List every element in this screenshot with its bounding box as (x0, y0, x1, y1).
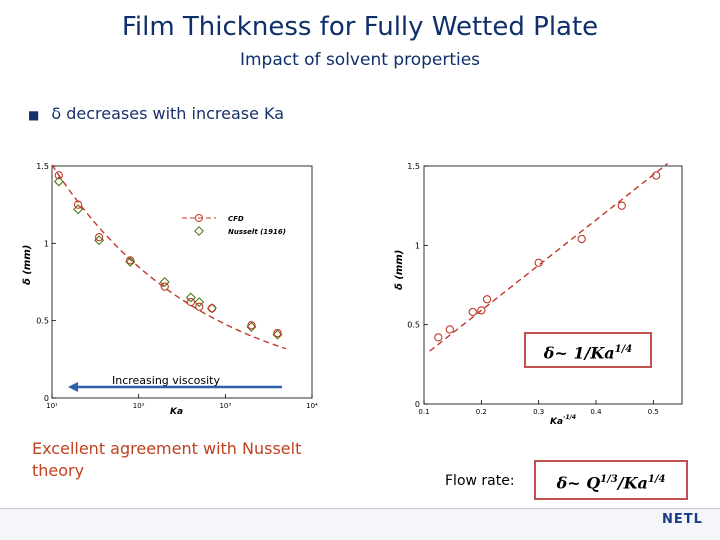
slide-title: Film Thickness for Fully Wetted Plate (121, 12, 599, 42)
legend-label-cfd: CFD (228, 215, 244, 223)
equation-ka-scaling: δ~ 1/Ka1/4 (524, 332, 652, 368)
slide-subtitle: Impact of solvent properties (239, 50, 481, 70)
fit-line (429, 162, 669, 352)
agreement-text: Excellent agreement with Nusselt theory (32, 439, 302, 480)
cfd-point (207, 304, 217, 313)
x-tick-label: 10⁴ (306, 402, 318, 410)
footer-divider (0, 508, 720, 509)
chart-thickness-vs-ka-power: 0 0.5 1 1.5 0.1 0.2 0.3 0.4 0.5 δ (mm) Ka-1/4 (394, 162, 683, 427)
cfd-point (445, 325, 454, 334)
chart-ka-vs-thickness: 0 0.5 1 1.5 10¹ 10² 10³ 10⁴ CFD Nusselt (1916)… (22, 162, 318, 417)
x-tick-label: 10¹ (46, 402, 58, 410)
cfd-point (54, 171, 64, 180)
bullet-point: ■ δ decreases with increase Ka (28, 104, 284, 123)
equation-flow-rate-scaling: δ~ Q1/3/Ka1/4 (534, 460, 688, 500)
x-tick-label: 0.2 (476, 408, 487, 416)
y-tick-label: 1 (415, 241, 420, 250)
cfd-point (617, 201, 626, 210)
cfd-point (468, 307, 477, 317)
x-tick-label: 0.1 (418, 408, 429, 416)
netl-logo: NETL (662, 512, 703, 527)
cfd-point (577, 234, 586, 244)
cfd-point (95, 232, 104, 242)
y-tick-label: 1 (44, 239, 49, 248)
x-tick-label: 0.5 (648, 408, 659, 416)
bullet-text: δ decreases with increase Ka (51, 104, 285, 123)
x-axis-label: Ka-1/4 (550, 414, 576, 427)
footer (0, 509, 720, 540)
nusselt-point (272, 329, 283, 340)
plot-frame (423, 165, 683, 405)
arrow-head-icon (68, 382, 78, 392)
y-tick-label: 0 (415, 400, 420, 409)
y-tick-label: 1.5 (407, 162, 420, 171)
y-tick-label: 0.5 (36, 317, 49, 326)
cfd-point (126, 256, 135, 265)
cfd-point (73, 200, 83, 209)
plot-frame (51, 165, 313, 399)
x-tick-label: 10² (133, 402, 145, 410)
cfd-point (482, 295, 492, 304)
fit-curve (51, 164, 287, 350)
cfd-point (534, 258, 543, 267)
y-tick-label: 1.5 (36, 162, 49, 171)
y-axis-label: δ (mm) (22, 245, 33, 285)
arrow-label: Increasing viscosity (112, 374, 220, 387)
nusselt-point (125, 256, 136, 267)
legend-marker-cfd (195, 214, 203, 222)
cfd-point (273, 328, 282, 338)
legend-label-nusselt: Nusselt (1916) (228, 228, 286, 236)
nusselt-point (246, 321, 257, 332)
cfd-point (477, 306, 486, 315)
cfd-point (652, 171, 661, 180)
cfd-point (434, 333, 443, 342)
cfd-point (247, 321, 256, 330)
y-tick-label: 0 (44, 394, 49, 403)
y-tick-label: 0.5 (407, 321, 420, 330)
nusselt-point (94, 235, 105, 246)
cfd-point (195, 302, 204, 311)
x-tick-label: 10³ (219, 402, 231, 410)
legend: CFD Nusselt (1916) (182, 214, 286, 236)
x-tick-label: 0.3 (533, 408, 544, 416)
y-axis-label: δ (mm) (394, 250, 405, 290)
bullet-square-icon: ■ (28, 108, 40, 122)
legend-marker-nusselt (194, 226, 204, 236)
nusselt-point (206, 303, 217, 314)
x-axis-label: Ka (170, 407, 183, 417)
x-tick-label: 0.4 (590, 408, 602, 416)
nusselt-point (53, 176, 64, 187)
cfd-point (186, 297, 195, 307)
cfd-point (160, 282, 169, 291)
flow-rate-label: Flow rate: (445, 473, 515, 489)
